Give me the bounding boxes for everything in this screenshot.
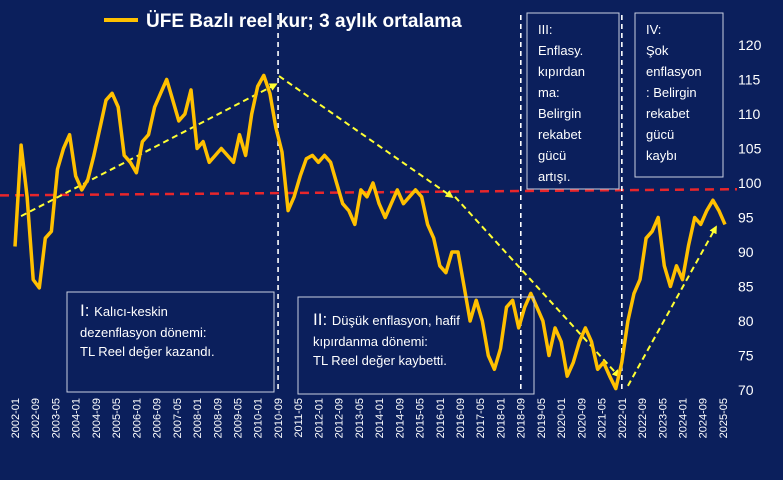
x-tick-label: 2020-09 — [576, 398, 588, 438]
annotation-line: Şok — [646, 43, 669, 58]
x-tick-label: 2014-09 — [394, 398, 406, 438]
annotation-first-line: II: Düşük enflasyon, hafif — [313, 310, 460, 329]
annotation-line: dezenflasyon dönemi: — [80, 325, 206, 340]
x-tick-label: 2008-01 — [192, 398, 204, 438]
x-tick-label: 2004-01 — [71, 398, 83, 438]
x-tick-label: 2022-01 — [617, 398, 629, 438]
x-tick-label: 2002-01 — [10, 398, 22, 438]
x-tick-label: 2024-01 — [678, 398, 690, 438]
plot-area — [0, 15, 738, 392]
x-tick-label: 2008-09 — [212, 398, 224, 438]
x-tick-label: 2013-05 — [354, 398, 366, 438]
x-tick-label: 2016-09 — [455, 398, 467, 438]
annotation-line: artışı. — [538, 169, 571, 184]
y-tick-label: 75 — [738, 348, 754, 364]
x-tick-label: 2002-09 — [30, 398, 42, 438]
x-tick-label: 2003-05 — [50, 398, 62, 438]
annotation-line: Enflasy. — [538, 43, 583, 58]
annotation-line: : Belirgin — [646, 85, 697, 100]
y-tick-label: 70 — [738, 382, 754, 398]
trend-arrow — [278, 75, 454, 198]
y-tick-label: 120 — [738, 37, 762, 53]
x-tick-label: 2010-09 — [273, 398, 285, 438]
x-tick-label: 2009-05 — [233, 398, 245, 438]
annotation-3: III: Enflasy. kıpırdan ma: Belirgin rekabet gü… — [526, 12, 620, 190]
annotation-1: I: Kalıcı-keskin dezenflasyon dönemi: TL R… — [66, 291, 275, 393]
trend-arrow — [627, 225, 717, 387]
annotation-title: III: — [538, 22, 552, 37]
x-tick-label: 2004-09 — [91, 398, 103, 438]
x-tick-label: 2022-09 — [637, 398, 649, 438]
annotation-line: Düşük enflasyon, hafif — [332, 313, 460, 328]
y-tick-label: 85 — [738, 279, 754, 295]
annotation-line: TL Reel değer kazandı. — [80, 344, 215, 359]
annotation-line: kıpırdanma dönemi: — [313, 334, 428, 349]
annotation-line: enflasyon — [646, 64, 702, 79]
annotation-box — [297, 296, 535, 395]
x-tick-label: 2016-01 — [435, 398, 447, 438]
x-tick-label: 2025-05 — [718, 398, 730, 438]
x-tick-label: 2019-05 — [536, 398, 548, 438]
y-axis-tick-labels: 70 75 80 85 90 95 100 105 110 115 120 — [738, 37, 762, 398]
x-tick-label: 2012-09 — [334, 398, 346, 438]
x-tick-label: 2006-01 — [131, 398, 143, 438]
legend-label: ÜFE Bazlı reel kur; 3 aylık ortalama — [146, 11, 462, 32]
x-tick-label: 2014-01 — [374, 398, 386, 438]
x-tick-label: 2006-09 — [152, 398, 164, 438]
y-tick-label: 80 — [738, 313, 754, 329]
x-tick-label: 2024-09 — [698, 398, 710, 438]
annotation-line: ma: — [538, 85, 560, 100]
annotation-title: IV: — [646, 22, 661, 37]
x-tick-label: 2018-09 — [516, 398, 528, 438]
annotation-line: rekabet — [646, 106, 690, 121]
annotation-line: gücü — [646, 127, 674, 142]
annotation-line: kıpırdan — [538, 64, 585, 79]
annotation-4: IV: Şok enflasyon : Belirgin rekabet gücü kayb… — [634, 12, 724, 178]
trend-arrow — [20, 83, 278, 218]
x-tick-label: 2017-05 — [475, 398, 487, 438]
annotation-first-line: I: Kalıcı-keskin — [80, 301, 168, 320]
annotation-title: II: — [313, 310, 332, 329]
annotation-2: II: Düşük enflasyon, hafif kıpırdanma dön… — [297, 296, 535, 395]
x-tick-label: 2012-01 — [313, 398, 325, 438]
y-tick-label: 100 — [738, 175, 762, 191]
trend-arrows — [20, 75, 717, 387]
annotation-box — [66, 291, 275, 393]
x-tick-label: 2018-01 — [495, 398, 507, 438]
annotation-line: Kalıcı-keskin — [94, 304, 168, 319]
x-tick-label: 2015-05 — [415, 398, 427, 438]
annotation-box — [526, 12, 620, 190]
period-annotations: I: Kalıcı-keskin dezenflasyon dönemi: TL R… — [66, 12, 724, 395]
annotation-line: Belirgin — [538, 106, 581, 121]
annotation-box — [634, 12, 724, 178]
annotation-line: rekabet — [538, 127, 582, 142]
x-tick-label: 2020-01 — [556, 398, 568, 438]
annotation-line: kaybı — [646, 148, 677, 163]
x-tick-label: 2007-05 — [172, 398, 184, 438]
x-tick-label: 2010-01 — [253, 398, 265, 438]
annotation-title: I: — [80, 301, 94, 320]
series-line-ufe-real-rate — [13, 73, 727, 391]
y-tick-label: 105 — [738, 141, 762, 157]
x-tick-label: 2023-05 — [657, 398, 669, 438]
y-tick-label: 110 — [738, 106, 761, 122]
y-tick-label: 115 — [738, 72, 761, 88]
x-axis-tick-labels: 2002-01 2002-09 2003-05 2004-01 2004-09 2005-… — [10, 398, 730, 438]
x-tick-label: 2005-05 — [111, 398, 123, 438]
x-tick-label: 2011-05 — [293, 398, 305, 438]
x-tick-label: 2021-05 — [597, 398, 609, 438]
legend: ÜFE Bazlı reel kur; 3 aylık ortalama — [104, 11, 462, 32]
annotation-line: TL Reel değer kaybetti. — [313, 353, 447, 368]
annotation-line: gücü — [538, 148, 566, 163]
y-tick-label: 90 — [738, 244, 754, 260]
y-tick-label: 95 — [738, 210, 754, 226]
